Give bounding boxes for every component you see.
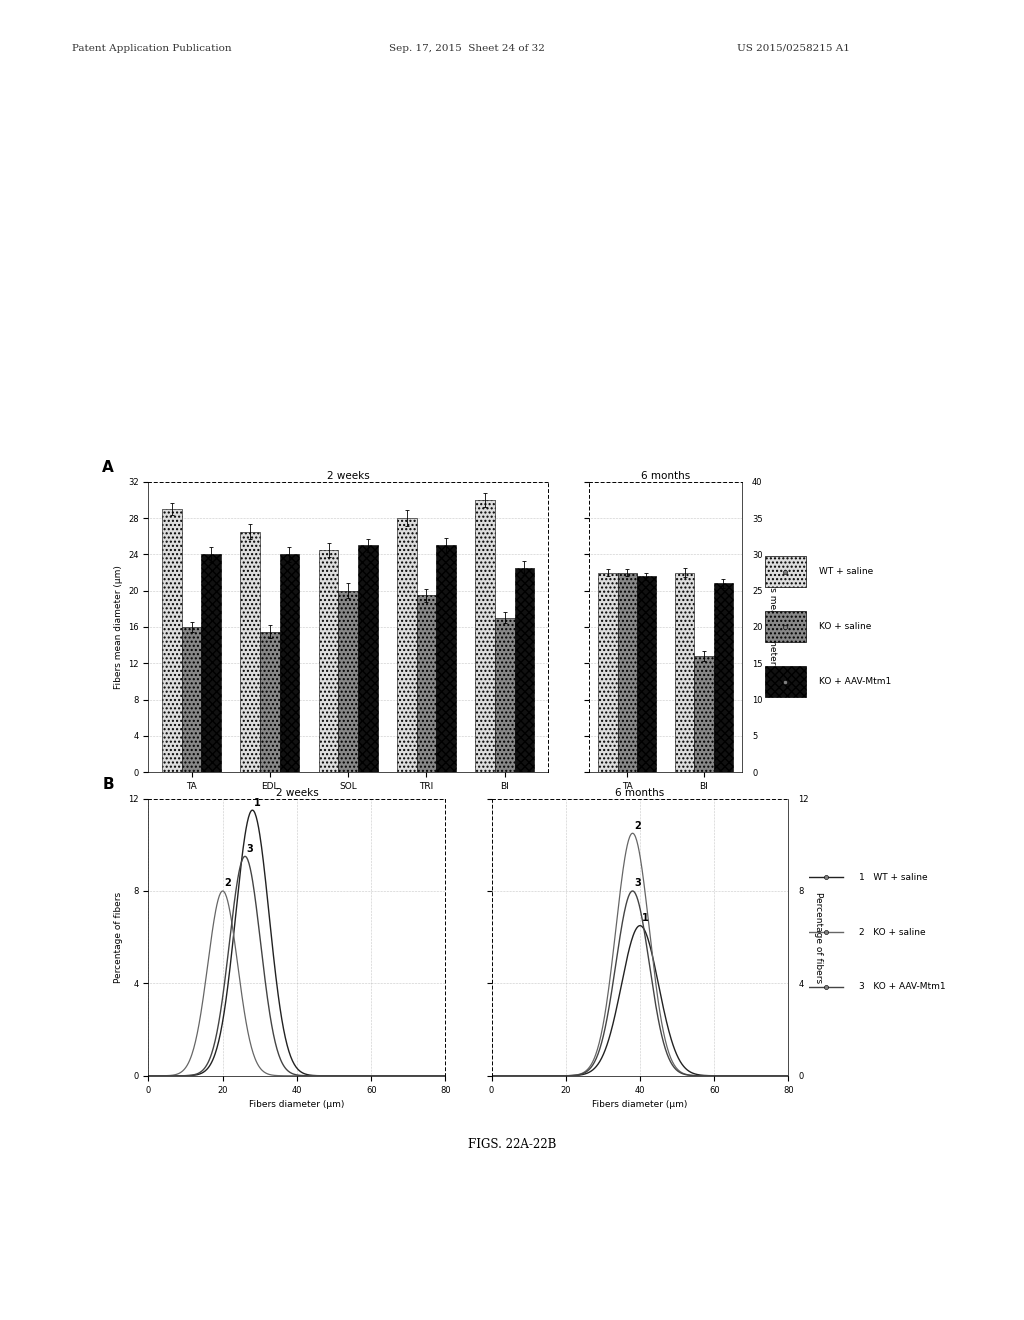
Bar — [397, 517, 417, 772]
FancyBboxPatch shape — [765, 611, 806, 643]
Y-axis label: Percentage of fibers: Percentage of fibers — [114, 891, 123, 983]
Text: 2: 2 — [224, 878, 231, 888]
Y-axis label: Fibers mean diameter (μm): Fibers mean diameter (μm) — [768, 565, 776, 689]
FancyBboxPatch shape — [765, 667, 806, 697]
Text: 1: 1 — [254, 797, 261, 808]
Bar — [202, 554, 221, 772]
Text: WT + saline: WT + saline — [819, 568, 873, 577]
Bar — [417, 595, 436, 772]
Text: 3: 3 — [247, 843, 254, 854]
Bar — [495, 618, 515, 772]
Bar — [475, 500, 495, 772]
Text: 2: 2 — [635, 821, 641, 830]
Title: 2 weeks: 2 weeks — [275, 788, 318, 797]
Bar — [182, 627, 202, 772]
Text: 1: 1 — [642, 913, 648, 923]
Text: B: B — [102, 777, 114, 792]
Text: A: A — [102, 461, 114, 475]
Bar — [241, 532, 260, 772]
FancyBboxPatch shape — [765, 557, 806, 587]
Text: 2   KO + saline: 2 KO + saline — [858, 928, 925, 937]
Bar — [260, 631, 280, 772]
Bar — [675, 573, 694, 772]
Bar — [714, 583, 733, 772]
Bar — [436, 545, 456, 772]
Text: Sep. 17, 2015  Sheet 24 of 32: Sep. 17, 2015 Sheet 24 of 32 — [389, 44, 545, 53]
Title: 2 weeks: 2 weeks — [327, 471, 370, 480]
Text: US 2015/0258215 A1: US 2015/0258215 A1 — [737, 44, 850, 53]
Y-axis label: Fibers mean diameter (μm): Fibers mean diameter (μm) — [114, 565, 123, 689]
Bar — [637, 576, 656, 772]
Text: FIGS. 22A-22B: FIGS. 22A-22B — [468, 1138, 556, 1151]
Bar — [515, 568, 535, 772]
Bar — [318, 550, 338, 772]
Title: 6 months: 6 months — [615, 788, 665, 797]
Text: KO + AAV-Mtm1: KO + AAV-Mtm1 — [819, 677, 892, 686]
Bar — [338, 591, 358, 772]
Y-axis label: Percentage of fibers: Percentage of fibers — [814, 891, 822, 983]
Text: 3: 3 — [635, 878, 641, 888]
X-axis label: Fibers diameter (μm): Fibers diameter (μm) — [592, 1100, 688, 1109]
Bar — [358, 545, 378, 772]
Title: 6 months: 6 months — [641, 471, 690, 480]
Bar — [598, 573, 617, 772]
Text: KO + saline: KO + saline — [819, 622, 871, 631]
Bar — [617, 573, 637, 772]
Text: 1   WT + saline: 1 WT + saline — [858, 873, 927, 882]
Bar — [162, 510, 182, 772]
Bar — [280, 554, 299, 772]
X-axis label: Fibers diameter (μm): Fibers diameter (μm) — [249, 1100, 345, 1109]
Text: 3   KO + AAV-Mtm1: 3 KO + AAV-Mtm1 — [858, 982, 945, 991]
Bar — [694, 656, 714, 772]
Text: Patent Application Publication: Patent Application Publication — [72, 44, 231, 53]
